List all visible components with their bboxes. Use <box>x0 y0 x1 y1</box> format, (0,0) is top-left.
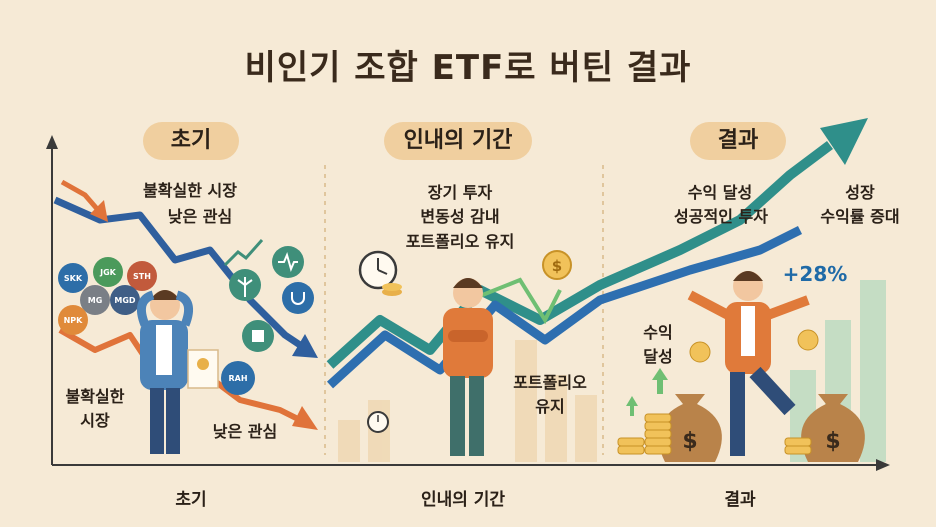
clock-icon <box>358 250 402 296</box>
label-uncertain-1: 불확실한 <box>65 387 125 406</box>
badge-sth: STH <box>133 272 151 281</box>
label-portfolio-2: 유지 <box>535 397 565 416</box>
section-header-early: 초기 <box>143 122 239 160</box>
label-portfolio-keep: 포트폴리오 유지 <box>405 232 515 251</box>
rising-trend-icon <box>223 239 264 267</box>
money-bag-icon: $ <box>658 394 722 462</box>
chart-axes <box>46 135 890 471</box>
company-badges: SKK JGK STH MG MGD NPK RAH <box>58 257 255 395</box>
percent-gain: +28% <box>782 262 848 286</box>
section-header-result: 결과 <box>690 122 786 160</box>
label-portfolio-1: 포트폴리오 <box>513 373 587 392</box>
badge-mg: MG <box>88 296 103 305</box>
label-profit-small-2: 달성 <box>643 347 673 366</box>
axis-label-patience: 인내의 기간 <box>420 490 506 510</box>
badge-rah: RAH <box>228 374 247 383</box>
label-profit: 수익 달성 <box>687 183 753 202</box>
badge-mgd: MGD <box>114 296 136 305</box>
axis-label-result: 결과 <box>724 490 756 510</box>
happy-investor <box>687 271 810 456</box>
clock-small-icon <box>367 411 389 433</box>
label-low-interest-bottom: 낮은 관심 <box>212 422 278 441</box>
badge-jgk: JGK <box>99 268 117 277</box>
document-icon <box>187 349 219 389</box>
section-header-patience: 인내의 기간 <box>384 122 532 160</box>
rising-arrow-teal <box>326 118 868 369</box>
axis-label-early: 초기 <box>175 490 207 510</box>
money-bag-icon-2: $ <box>801 394 865 462</box>
svg-text:$: $ <box>825 429 840 454</box>
rising-arrow-blue <box>326 225 803 389</box>
badge-npk: NPK <box>64 316 84 325</box>
page-title: 비인기 조합 ETF로 버틴 결과 <box>244 48 692 88</box>
falling-arrow-small <box>60 179 108 222</box>
stethoscope-icon <box>282 282 314 314</box>
label-long-term: 장기 투자 <box>427 183 493 202</box>
theme-icons <box>223 239 314 352</box>
label-profit-small-1: 수익 <box>643 323 673 342</box>
patient-investor <box>443 278 493 456</box>
label-growth: 성장 <box>845 183 875 202</box>
coin-icon: $ <box>542 250 572 280</box>
worried-investor <box>136 290 194 454</box>
label-low-interest: 낮은 관심 <box>167 207 233 226</box>
up-arrows-small <box>626 368 668 416</box>
rising-arrow-green-small <box>469 277 562 325</box>
svg-text:$: $ <box>552 257 562 275</box>
label-successful: 성공적인 투자 <box>674 207 768 226</box>
label-uncertain-2: 시장 <box>80 411 110 430</box>
label-volatility: 변동성 감내 <box>420 207 500 226</box>
svg-text:$: $ <box>682 429 697 454</box>
label-uncertain-market: 불확실한 시장 <box>143 181 237 200</box>
badge-skk: SKK <box>64 274 83 283</box>
label-return-up: 수익률 증대 <box>820 207 900 226</box>
coin-stacks <box>617 329 819 455</box>
